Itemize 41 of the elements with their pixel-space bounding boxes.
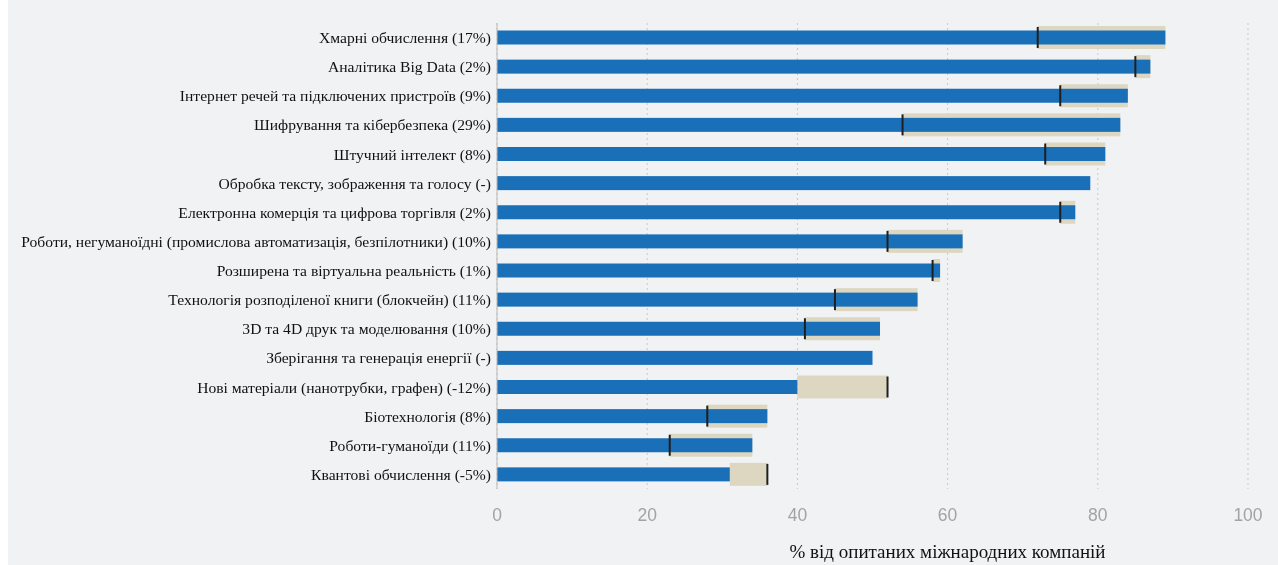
bar — [497, 176, 1091, 191]
bar — [497, 59, 1151, 74]
x-tick-label: 0 — [492, 505, 503, 526]
y-tick-label: Інтернет речей та підключених пристроїв (9%) — [179, 87, 491, 106]
bar — [497, 321, 881, 336]
bar — [497, 467, 730, 482]
x-tick-label: 40 — [787, 505, 808, 526]
y-tick-label: Шифрування та кібербезпека (29%) — [254, 116, 491, 135]
y-tick-label: Квантові обчислення (-5%) — [311, 465, 491, 484]
y-tick-label: Хмарні обчислення (17%) — [319, 29, 491, 48]
bar — [497, 292, 918, 307]
y-tick-label: Штучний інтелект (8%) — [333, 145, 491, 164]
bar — [497, 350, 873, 365]
bar — [497, 205, 1076, 220]
bar — [497, 263, 941, 278]
bar — [497, 234, 963, 249]
y-tick-label: Роботи-гуманоїди (11%) — [329, 436, 491, 455]
bar — [497, 438, 753, 453]
y-tick-label: Технологія розподіленої книги (блокчейн) (11%) — [168, 291, 491, 310]
bar — [497, 88, 1128, 103]
bar — [497, 409, 768, 424]
bar — [497, 380, 798, 394]
bar — [797, 375, 888, 399]
bar — [497, 117, 1121, 132]
bar — [729, 462, 768, 486]
bar — [497, 147, 1106, 161]
y-tick-label: Електронна комерція та цифрова торгівля (2%) — [178, 203, 491, 222]
y-tick-label: Нові матеріали (нанотрубки, графен) (-12%) — [197, 378, 491, 397]
y-tick-label: Обробка тексту, зображення та голосу (-) — [218, 174, 491, 193]
y-tick-label: Біотехнологія (8%) — [364, 407, 491, 426]
x-tick-label: 80 — [1088, 505, 1108, 526]
x-tick-label: 100 — [1233, 505, 1263, 526]
x-tick-label: 60 — [937, 505, 958, 526]
bar — [497, 30, 1166, 45]
x-tick-label: 20 — [637, 505, 658, 526]
y-tick-label: Зберігання та генерація енергії (-) — [266, 349, 491, 368]
x-axis-title: % від опитаних міжнародних компаній — [789, 541, 1106, 562]
y-tick-label: Розширена та віртуальна реальність (1%) — [216, 262, 491, 281]
y-tick-label: 3D та 4D друк та моделювання (10%) — [242, 320, 491, 339]
y-tick-label: Роботи, негуманоїдні (промислова автоматизація, безпілотники) (10%) — [21, 232, 491, 251]
y-tick-label: Аналітика Big Data (2%) — [327, 58, 491, 77]
